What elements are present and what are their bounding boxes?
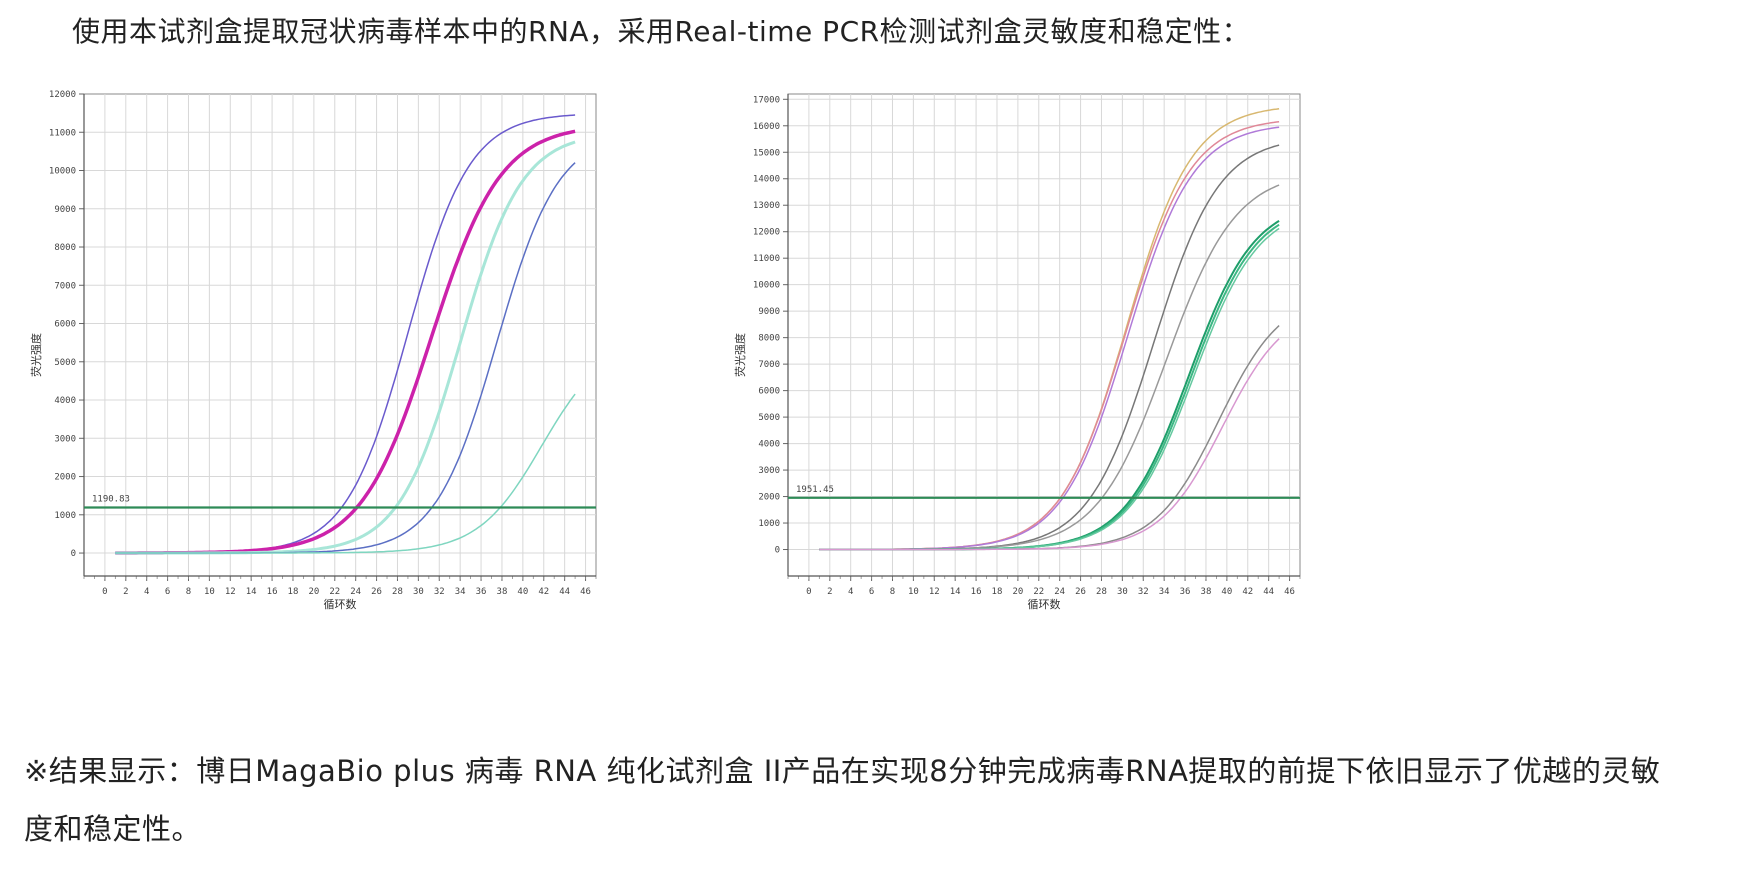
- y-tick-label: 12000: [753, 228, 780, 238]
- x-tick-label: 10: [908, 587, 919, 597]
- x-tick-label: 4: [848, 587, 853, 597]
- x-tick-label: 30: [413, 587, 424, 597]
- x-tick-label: 32: [1138, 587, 1149, 597]
- x-tick-label: 44: [559, 587, 570, 597]
- y-tick-label: 17000: [753, 95, 780, 105]
- threshold-label: 1951.45: [796, 485, 834, 495]
- x-tick-label: 4: [144, 587, 149, 597]
- x-tick-label: 22: [1033, 587, 1044, 597]
- y-tick-label: 5000: [54, 358, 76, 368]
- x-tick-label: 34: [455, 587, 466, 597]
- y-tick-label: 8000: [758, 334, 780, 344]
- x-tick-label: 46: [580, 587, 591, 597]
- y-tick-label: 11000: [49, 128, 76, 138]
- y-tick-label: 3000: [54, 434, 76, 444]
- y-axis-label: 荧光强度: [29, 333, 43, 377]
- y-tick-label: 14000: [753, 175, 780, 185]
- x-tick-label: 16: [971, 587, 982, 597]
- y-tick-label: 0: [71, 549, 76, 559]
- x-tick-label: 26: [371, 587, 382, 597]
- y-tick-label: 2000: [54, 473, 76, 483]
- y-tick-label: 15000: [753, 148, 780, 158]
- x-axis-label: 循环数: [1028, 598, 1061, 611]
- x-tick-label: 8: [186, 587, 191, 597]
- chart-left-svg: 0 2 4 6 8 10 12 14 16 18 20 22 24 26 28 30 32 34 36 38 40 42 4…: [29, 90, 597, 611]
- x-tick-label: 2: [827, 587, 832, 597]
- x-tick-label: 14: [950, 587, 961, 597]
- y-tick-label: 4000: [54, 396, 76, 406]
- conclusion-text: ※结果显示：博日MagaBio plus 病毒 RNA 纯化试剂盒 II产品在实…: [24, 754, 1661, 846]
- y-tick-label: 3000: [758, 466, 780, 476]
- x-tick-label: 20: [308, 587, 319, 597]
- x-tick-label: 28: [1096, 587, 1107, 597]
- x-tick-label: 0: [806, 587, 811, 597]
- series-line-10: [819, 338, 1280, 551]
- y-tick-label: 1000: [54, 511, 76, 521]
- x-tick-label: 18: [288, 587, 299, 597]
- x-tick-label: 24: [1054, 587, 1065, 597]
- x-tick-label: 44: [1263, 587, 1274, 597]
- x-tick-label: 26: [1075, 587, 1086, 597]
- x-tick-label: 30: [1117, 587, 1128, 597]
- x-tick-label: 20: [1012, 587, 1023, 597]
- x-tick-label: 22: [329, 587, 340, 597]
- y-tick-label: 2000: [758, 493, 780, 503]
- x-tick-label: 28: [392, 587, 403, 597]
- x-tick-label: 40: [1221, 587, 1232, 597]
- y-tick-label: 12000: [49, 90, 76, 100]
- y-tick-label: 0: [775, 546, 780, 556]
- x-tick-label: 18: [992, 587, 1003, 597]
- x-tick-label: 36: [476, 587, 487, 597]
- y-tick-label: 6000: [54, 320, 76, 330]
- x-tick-label: 2: [123, 587, 128, 597]
- x-tick-label: 16: [267, 587, 278, 597]
- x-tick-label: 36: [1180, 587, 1191, 597]
- x-tick-label: 10: [204, 587, 215, 597]
- plot-area: [787, 93, 1301, 577]
- x-tick-label: 38: [1201, 587, 1212, 597]
- x-tick-label: 6: [869, 587, 874, 597]
- series-group: [115, 114, 576, 555]
- y-tick-label: 1000: [758, 519, 780, 529]
- y-tick-label: 4000: [758, 440, 780, 450]
- y-tick-label: 5000: [758, 413, 780, 423]
- x-tick-label: 38: [497, 587, 508, 597]
- x-tick-label: 34: [1159, 587, 1170, 597]
- x-tick-label: 42: [1242, 587, 1253, 597]
- y-tick-label: 16000: [753, 122, 780, 132]
- x-tick-label: 6: [165, 587, 170, 597]
- chart-right-svg: 0 2 4 6 8 10 12 14 16 18 20 22 24 26 28 30 32 34 36 38 40 42 4…: [733, 93, 1301, 611]
- grid-lines: [788, 94, 1300, 576]
- amplification-chart-left: 0 2 4 6 8 10 12 14 16 18 20 22 24 26 28 30 32 34 36 38 40 42 4…: [24, 90, 684, 642]
- y-tick-label: 13000: [753, 201, 780, 211]
- x-tick-label: 14: [246, 587, 257, 597]
- threshold-label: 1190.83: [92, 494, 130, 504]
- y-tick-label: 10000: [49, 167, 76, 177]
- y-tick-label: 8000: [54, 243, 76, 253]
- series-group: [819, 107, 1280, 551]
- y-tick-label: 11000: [753, 254, 780, 264]
- series-line-5: [115, 393, 576, 554]
- y-tick-label: 6000: [758, 387, 780, 397]
- x-tick-label: 0: [102, 587, 107, 597]
- x-tick-label: 12: [225, 587, 236, 597]
- x-tick-label: 32: [434, 587, 445, 597]
- y-tick-label: 7000: [54, 281, 76, 291]
- x-tick-label: 12: [929, 587, 940, 597]
- intro-text: 使用本试剂盒提取冠状病毒样本中的RNA，采用Real-time PCR检测试剂盒…: [72, 15, 1251, 48]
- y-axis-label: 荧光强度: [733, 333, 747, 377]
- y-tick-label: 9000: [54, 205, 76, 215]
- amplification-chart-right: 0 2 4 6 8 10 12 14 16 18 20 22 24 26 28 30 32 34 36 38 40 42 4…: [728, 92, 1388, 642]
- y-tick-label: 7000: [758, 360, 780, 370]
- x-tick-label: 40: [517, 587, 528, 597]
- x-tick-label: 8: [890, 587, 895, 597]
- x-tick-label: 42: [538, 587, 549, 597]
- x-tick-label: 46: [1284, 587, 1295, 597]
- x-tick-label: 24: [350, 587, 361, 597]
- x-axis-label: 循环数: [324, 598, 357, 611]
- y-tick-label: 9000: [758, 307, 780, 317]
- y-tick-label: 10000: [753, 281, 780, 291]
- plot-area: [83, 93, 597, 577]
